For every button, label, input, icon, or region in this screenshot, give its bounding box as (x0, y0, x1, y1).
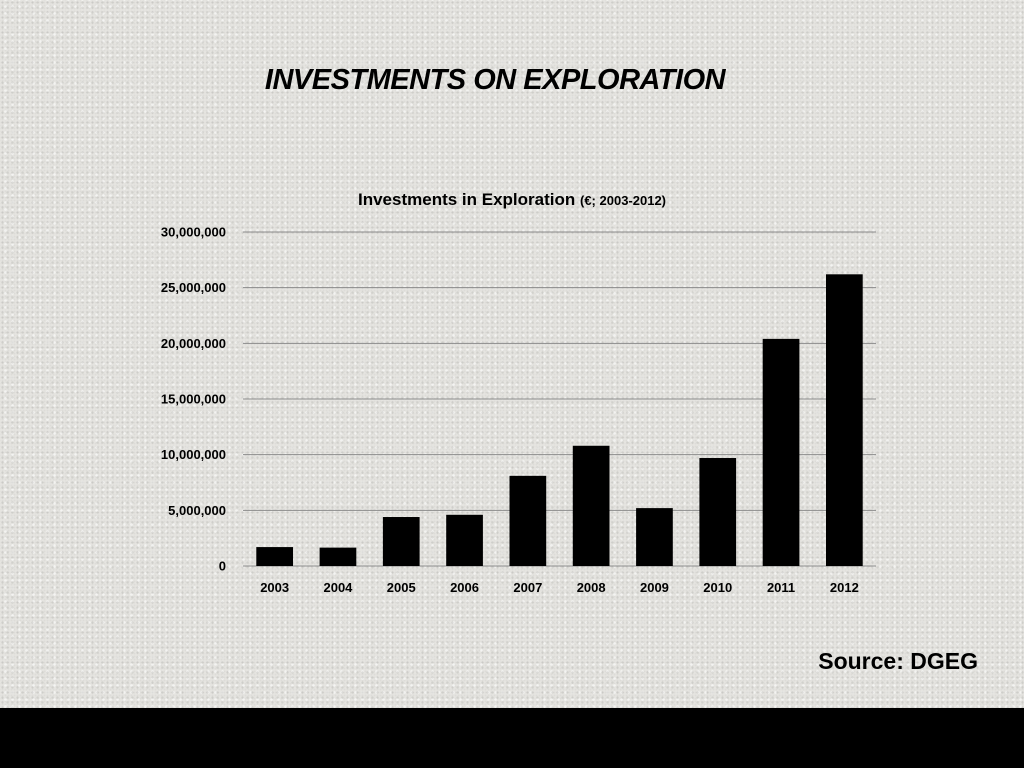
x-tick-label: 2005 (387, 580, 416, 595)
bar (762, 338, 800, 566)
chart-title-subtitle: (€; 2003-2012) (580, 193, 666, 208)
y-tick-label: 30,000,000 (161, 225, 226, 240)
x-tick-label: 2006 (450, 580, 479, 595)
x-tick-label: 2008 (577, 580, 606, 595)
y-tick-label: 10,000,000 (161, 447, 226, 462)
x-tick-label: 2012 (830, 580, 859, 595)
x-tick-label: 2009 (640, 580, 669, 595)
bar (825, 274, 863, 566)
y-tick-label: 0 (219, 559, 226, 574)
y-tick-label: 5,000,000 (168, 503, 226, 518)
bar (699, 458, 737, 566)
x-tick-label: 2011 (767, 580, 795, 595)
x-tick-label: 2004 (323, 580, 353, 595)
bar (382, 517, 420, 566)
y-tick-label: 15,000,000 (161, 392, 226, 407)
x-tick-label: 2003 (260, 580, 289, 595)
bar (572, 445, 610, 566)
x-tick-label: 2007 (513, 580, 542, 595)
x-tick-label: 2010 (703, 580, 732, 595)
bar-chart: 0 5,000,000 10,000,000 15,000,000 20,000,000… (161, 225, 876, 595)
bar (509, 475, 547, 566)
bar (636, 508, 673, 566)
slide-title: INVESTMENTS ON EXPLORATION (264, 64, 726, 96)
bar (319, 547, 357, 566)
y-tick-label: 25,000,000 (161, 280, 226, 295)
bar (446, 514, 483, 566)
footer-bar (0, 708, 1024, 768)
bar (256, 547, 294, 566)
chart-title-main: Investments in Exploration (358, 190, 576, 209)
y-tick-label: 20,000,000 (161, 336, 226, 351)
chart-title: Investments in Exploration (€; 2003-2012… (0, 190, 1024, 210)
source-label: Source: DGEG (818, 648, 978, 674)
